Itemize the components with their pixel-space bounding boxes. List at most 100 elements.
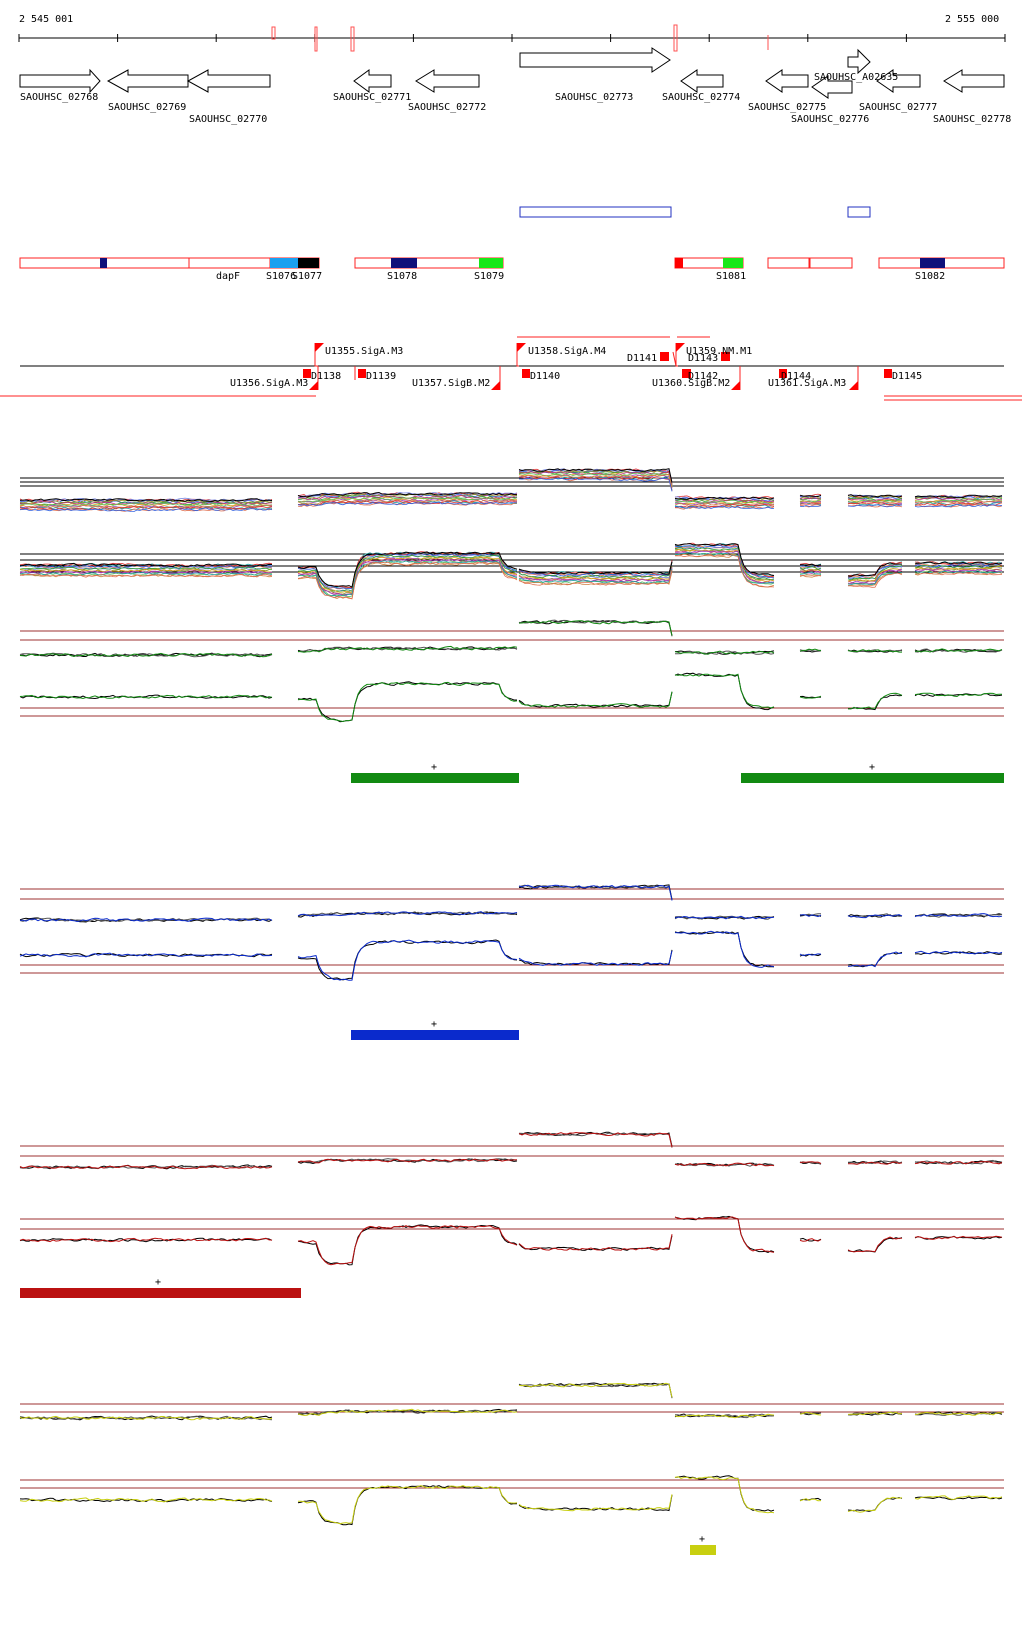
regulatory-track: U1355.SigA.M3 U1358.SigA.M4 U1359.NM.M1 … xyxy=(0,336,1022,401)
promoter-label: U1356.SigA.M3 xyxy=(230,378,308,389)
terminator-box xyxy=(884,369,892,378)
gene-arrow[interactable] xyxy=(680,69,724,93)
gene-arrow[interactable] xyxy=(106,69,189,93)
gene-label: SAOUHSC_02777 xyxy=(859,102,937,113)
expression-panel-green xyxy=(19,619,1004,723)
segment-block xyxy=(675,258,683,268)
gene-arrow[interactable] xyxy=(847,48,871,75)
cluster-bar-green[interactable] xyxy=(741,773,1004,783)
segment-label: dapF xyxy=(216,271,240,282)
cluster-bar-blue[interactable] xyxy=(351,1030,519,1040)
segment-block xyxy=(270,258,298,268)
segment-label: S1079 xyxy=(474,271,504,282)
promoter-label: U1358.SigA.M4 xyxy=(528,346,606,357)
segment[interactable] xyxy=(809,257,853,269)
terminator-label: D1138 xyxy=(311,371,341,382)
promoter-label: U1361.SigA.M3 xyxy=(768,378,846,389)
terminator-box xyxy=(721,352,730,361)
promoter-flag xyxy=(849,381,858,390)
terminator-label: D1145 xyxy=(892,371,922,382)
promoter-flag xyxy=(315,343,324,352)
terminator-label: D1143 xyxy=(688,353,718,364)
gene-label: SAOUHSC_02778 xyxy=(933,114,1011,125)
cluster-bar-red[interactable] xyxy=(20,1288,301,1298)
promoter-flag xyxy=(731,381,740,390)
end-coordinate: 2 555 000 xyxy=(945,14,999,25)
segment-block xyxy=(391,258,417,268)
segment-block xyxy=(723,258,743,268)
segment-label: S1076 xyxy=(266,271,296,282)
expression-panel-red xyxy=(19,1131,1004,1266)
terminator-label: D1142 xyxy=(688,371,718,382)
blue-region[interactable] xyxy=(519,206,672,218)
gene-label: SAOUHSC_02773 xyxy=(555,92,633,103)
gene-label: SAOUHSC_A02635 xyxy=(814,72,898,83)
cluster-marker: + xyxy=(431,1019,437,1030)
segment-block xyxy=(298,258,319,268)
gene-arrow[interactable] xyxy=(415,69,480,93)
gene-label: SAOUHSC_02769 xyxy=(108,102,186,113)
blue-region[interactable] xyxy=(847,206,871,218)
expression-panel-yellow xyxy=(19,1382,1004,1526)
promoter-label: U1360.SigB.M2 xyxy=(652,378,730,389)
terminator-box xyxy=(522,369,530,378)
cluster-bar-yellow[interactable] xyxy=(690,1545,716,1555)
segment[interactable] xyxy=(188,257,271,269)
promoter-label: U1359.NM.M1 xyxy=(686,346,752,357)
cluster-marker: + xyxy=(699,1534,705,1545)
segment-block xyxy=(479,258,503,268)
cluster-bars: + + + + + xyxy=(20,762,1004,1555)
ruler-markers xyxy=(271,24,769,52)
terminator-box xyxy=(660,352,669,361)
gene-arrow[interactable] xyxy=(943,69,1005,93)
gene-arrow[interactable] xyxy=(353,69,392,93)
terminator-box xyxy=(358,369,366,378)
segment-label: S1077 xyxy=(292,271,322,282)
terminator-label: D1139 xyxy=(366,371,396,382)
segment-block xyxy=(100,258,107,268)
start-coordinate: 2 545 001 xyxy=(19,14,73,25)
promoter-flag xyxy=(491,381,500,390)
gene-label: SAOUHSC_02772 xyxy=(408,102,486,113)
gene-arrow[interactable] xyxy=(811,75,853,99)
cluster-marker: + xyxy=(431,762,437,773)
blue-region-track xyxy=(519,206,871,218)
segment-label: S1082 xyxy=(915,271,945,282)
cluster-marker: + xyxy=(869,762,875,773)
promoter-flag xyxy=(309,381,318,390)
gene-label: SAOUHSC_02775 xyxy=(748,102,826,113)
terminator-label: D1141 xyxy=(627,353,657,364)
gene-label: SAOUHSC_02776 xyxy=(791,114,869,125)
promoter-flag xyxy=(676,343,685,352)
gene-label: SAOUHSC_02774 xyxy=(662,92,740,103)
gene-label: SAOUHSC_02771 xyxy=(333,92,411,103)
cluster-bar-green[interactable] xyxy=(351,773,519,783)
segment-track: dapF S1076 S1077 S1078 S1079 S1081 S1082 xyxy=(19,257,1005,282)
gene-arrow[interactable] xyxy=(765,69,809,93)
gene-arrow[interactable] xyxy=(519,47,671,73)
gene-arrow[interactable] xyxy=(876,69,921,93)
gene-label: SAOUHSC_02770 xyxy=(189,114,267,125)
expression-panel-all-conditions xyxy=(19,468,1004,600)
segment-block xyxy=(920,258,945,268)
promoter-label: U1355.SigA.M3 xyxy=(325,346,403,357)
terminator-box xyxy=(303,369,311,378)
expression-panel-blue xyxy=(19,884,1004,981)
cluster-marker: + xyxy=(155,1277,161,1288)
coordinate-ruler: 2 545 001 2 555 000 xyxy=(18,14,1006,52)
terminator-label: D1144 xyxy=(781,371,811,382)
gene-arrow[interactable] xyxy=(186,69,271,93)
segment-label: S1078 xyxy=(387,271,417,282)
gene-label: SAOUHSC_02768 xyxy=(20,92,98,103)
gene-arrow[interactable] xyxy=(19,68,101,94)
segment-label: S1081 xyxy=(716,271,746,282)
terminator-label: D1140 xyxy=(530,371,560,382)
segment[interactable] xyxy=(767,257,810,269)
terminator-box xyxy=(779,369,787,378)
gene-track: SAOUHSC_02768 SAOUHSC_02769 SAOUHSC_0277… xyxy=(19,47,1011,125)
promoter-flag xyxy=(517,343,526,352)
promoter-label: U1357.SigB.M2 xyxy=(412,378,490,389)
terminator-box xyxy=(682,369,691,378)
